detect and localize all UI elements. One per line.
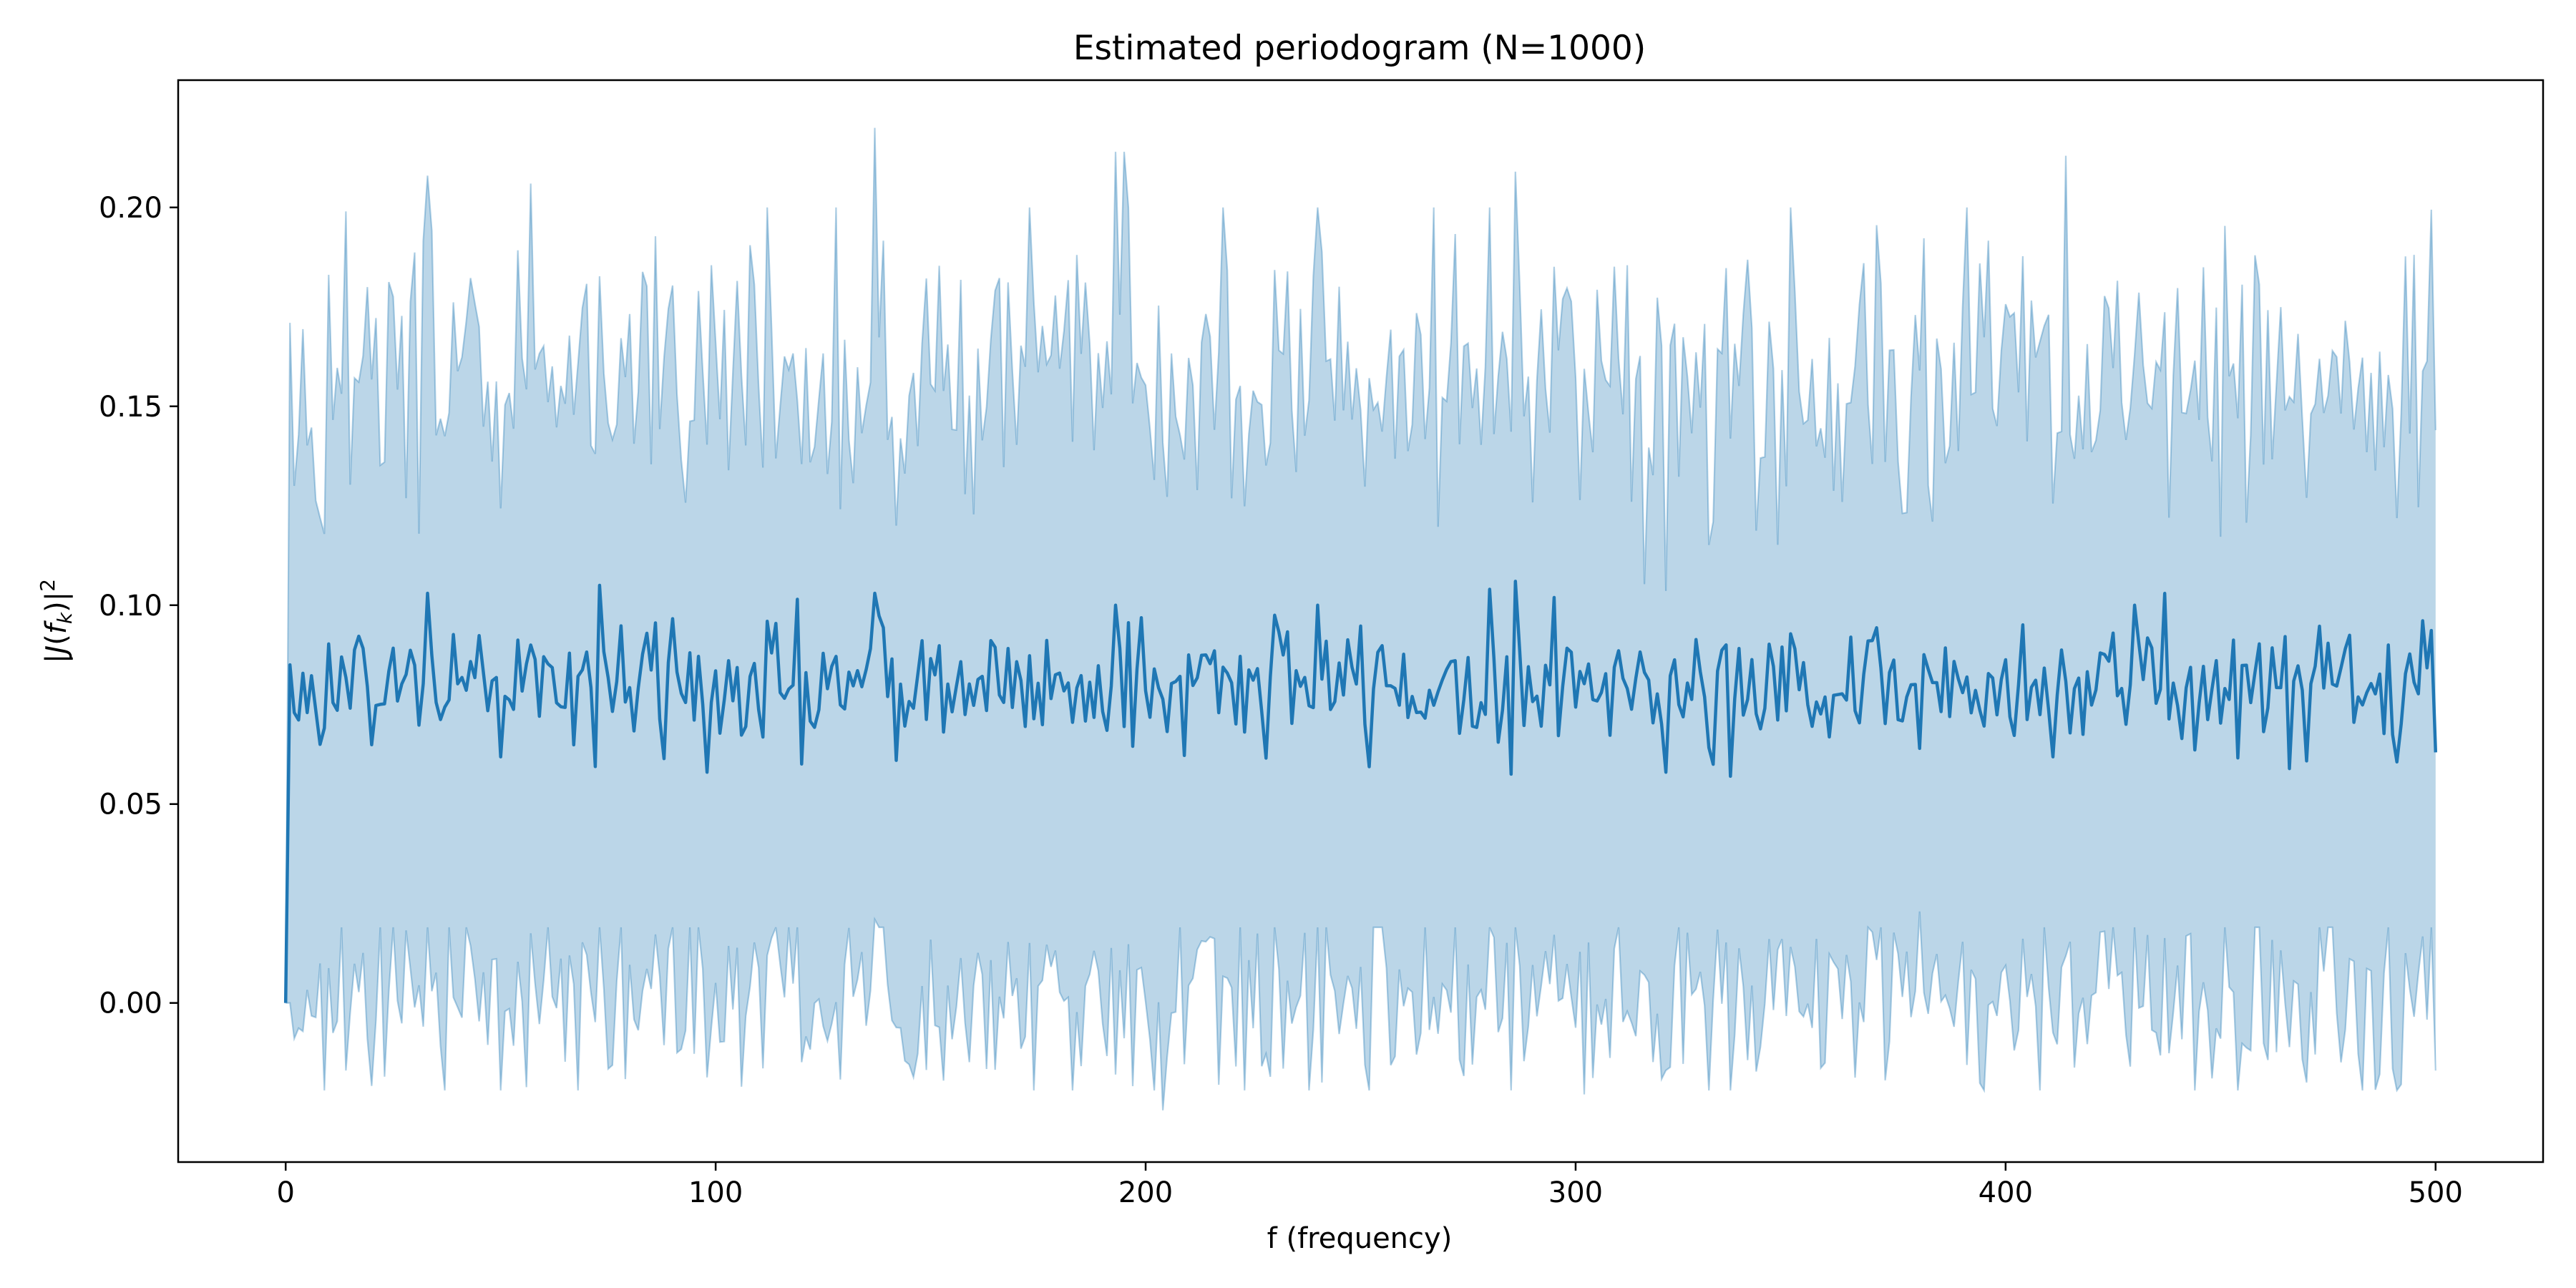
plot-area <box>283 127 2438 1111</box>
x-tick-label: 400 <box>1979 1176 2033 1209</box>
confidence-band-upper <box>285 127 2436 1003</box>
y-tick-label: 0.20 <box>99 192 162 225</box>
x-tick-label: 100 <box>688 1176 743 1209</box>
x-axis-label: f (frequency) <box>1267 1222 1453 1255</box>
confidence-band-lower <box>286 911 2436 1111</box>
y-tick-label: 0.05 <box>99 789 162 821</box>
periodogram-mean-line <box>283 580 2438 1003</box>
x-tick-label: 0 <box>277 1176 295 1209</box>
y-tick-label: 0.00 <box>99 987 162 1020</box>
y-tick-label: 0.10 <box>99 590 162 623</box>
confidence-band-fill <box>286 127 2436 1111</box>
y-axis: 0.00 0.05 0.10 0.15 0.20 <box>99 192 178 1020</box>
x-tick-label: 200 <box>1118 1176 1173 1209</box>
y-axis-label: |J(fk)|2 <box>36 579 77 663</box>
plot-frame <box>177 79 2545 1163</box>
x-tick-label: 300 <box>1548 1176 1603 1209</box>
x-tick-label: 500 <box>2409 1176 2463 1209</box>
x-axis: 0 100 200 300 400 500 <box>277 1162 2463 1209</box>
chart-title: Estimated periodogram (N=1000) <box>1073 29 1646 68</box>
y-tick-label: 0.15 <box>99 391 162 424</box>
